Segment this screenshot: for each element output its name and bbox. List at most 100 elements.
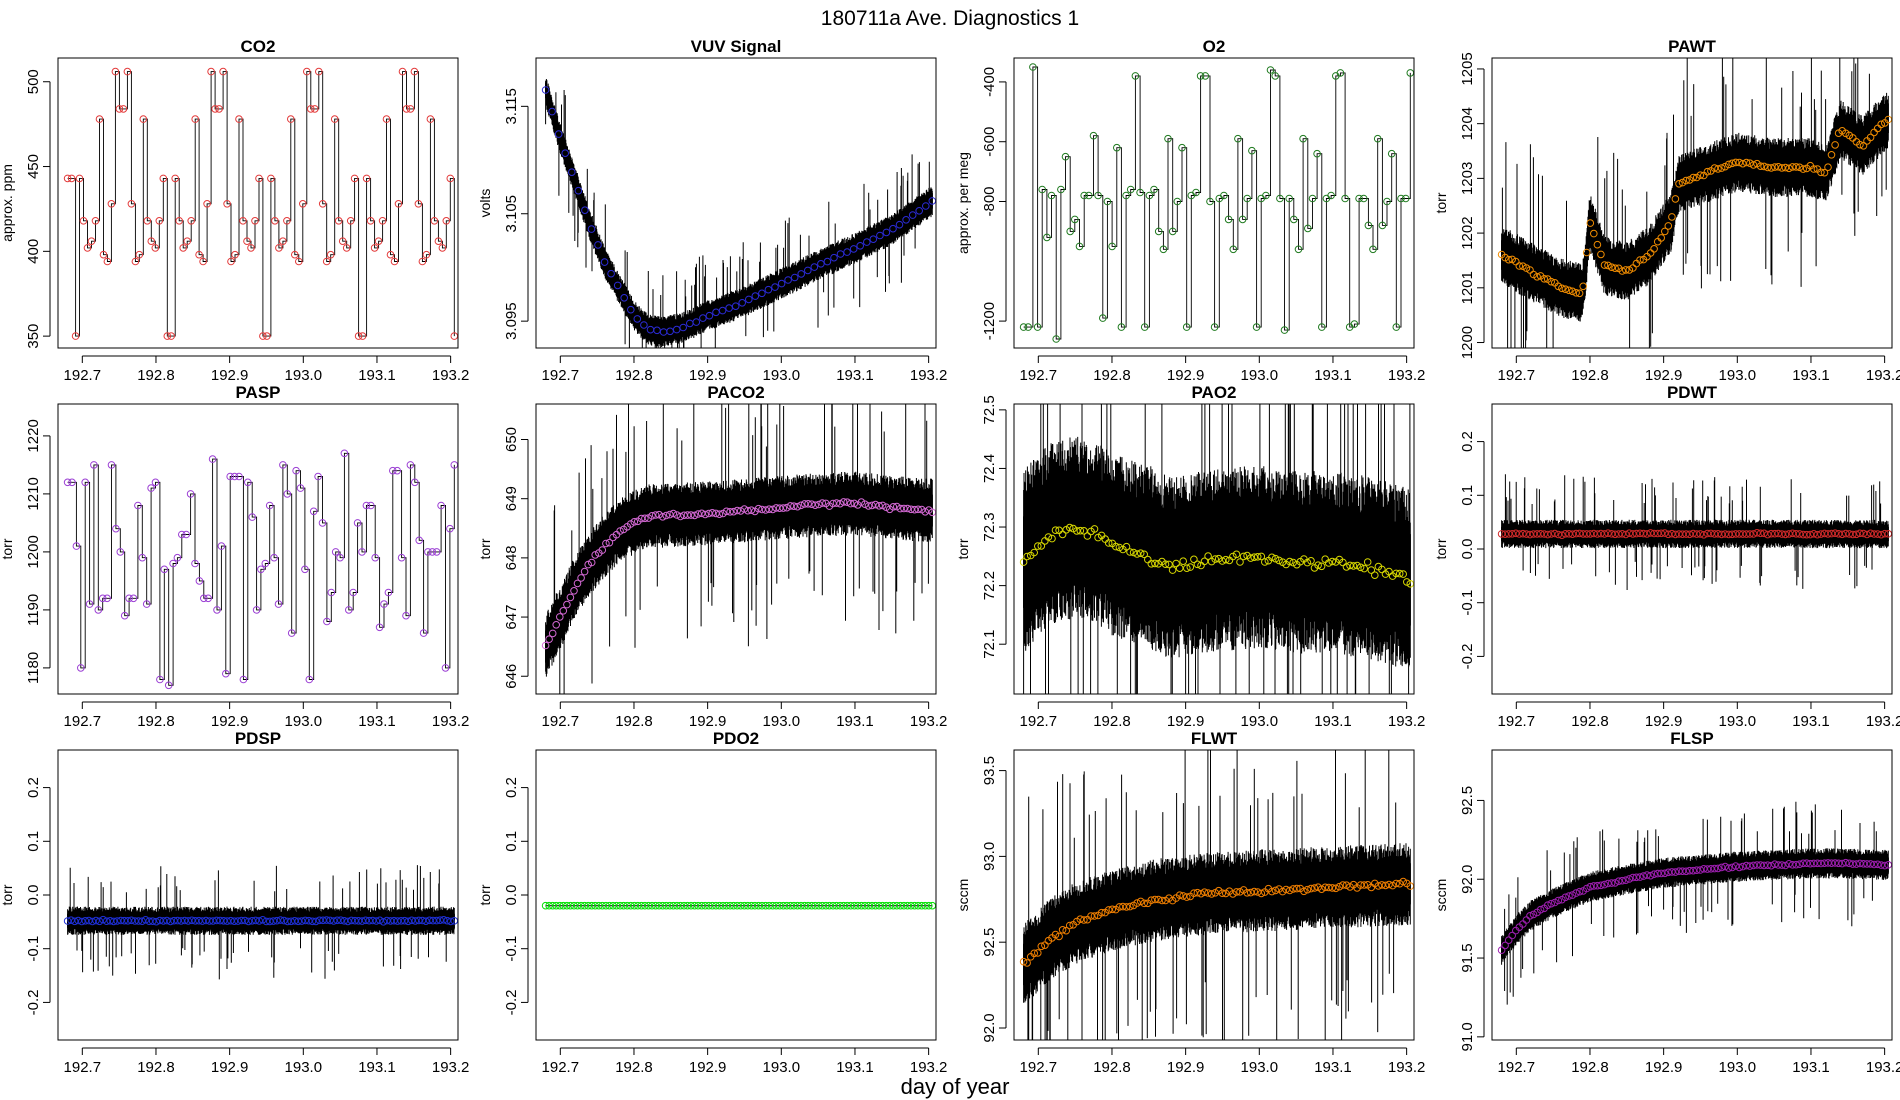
plot-frame-co2 [57, 57, 459, 349]
data-point [436, 916, 444, 925]
data-point [1030, 548, 1038, 557]
data-point [669, 509, 678, 518]
x-tick-label: 193.1 [1314, 713, 1352, 730]
x-tick-label: 193.2 [432, 713, 470, 730]
data-point [815, 901, 823, 910]
data-point [422, 250, 431, 259]
data-point [666, 901, 674, 910]
data-point [793, 502, 802, 511]
data-point [1572, 289, 1580, 297]
data-point [279, 461, 287, 469]
data-point [227, 257, 235, 266]
data-point [195, 577, 204, 585]
data-point [914, 505, 922, 514]
data-point [690, 901, 699, 910]
data-point [541, 641, 550, 650]
data-point [1159, 245, 1168, 254]
data-point [1685, 866, 1694, 875]
data-point [893, 901, 901, 910]
data-point [216, 916, 224, 925]
data-point [103, 594, 111, 603]
data-point [600, 258, 609, 266]
data-point [75, 174, 84, 183]
data-point [697, 509, 706, 518]
data-point [1756, 162, 1765, 170]
data-point [744, 901, 752, 910]
data-point [63, 478, 72, 487]
y-tick-label: 1220 [25, 419, 42, 452]
data-point [598, 901, 607, 910]
data-point [1568, 287, 1577, 296]
data-point [900, 504, 908, 513]
data-point [156, 916, 164, 925]
data-point [1877, 861, 1885, 869]
data-point [1622, 876, 1630, 885]
data-point [1824, 163, 1832, 171]
data-point [1075, 242, 1084, 251]
data-point [1877, 120, 1885, 129]
data-point [1611, 264, 1619, 273]
data-point [1756, 861, 1765, 869]
y-tick-label: 500 [25, 69, 42, 94]
data-point [1668, 529, 1676, 538]
y-tick-label: -800 [981, 186, 998, 216]
data-point [729, 507, 738, 516]
data-point [1066, 227, 1074, 236]
data-point [1866, 133, 1875, 142]
data-point [1820, 168, 1829, 177]
data-point [1058, 530, 1067, 539]
data-point [1593, 530, 1602, 538]
data-point [1349, 562, 1358, 570]
data-point [1604, 529, 1612, 538]
series-markers-paco2 [541, 498, 936, 650]
x-tick-label: 192.9 [689, 1059, 727, 1076]
data-point [103, 257, 112, 266]
x-tick-label: 193.0 [763, 1059, 801, 1076]
data-point [415, 916, 423, 925]
data-point [1303, 558, 1312, 567]
x-tick-label: 192.7 [1498, 713, 1536, 730]
data-point [1788, 163, 1797, 171]
x-tick-label: 193.2 [1866, 367, 1900, 384]
series-noise-pawt [1501, 58, 1889, 348]
data-point [1575, 289, 1584, 298]
data-point [1607, 530, 1616, 538]
data-point [437, 501, 445, 510]
data-point [1522, 264, 1531, 272]
data-point [1037, 942, 1046, 951]
data-point [109, 917, 118, 926]
data-point [1831, 141, 1839, 149]
data-point [1799, 165, 1807, 173]
data-point [1561, 893, 1570, 902]
data-point [362, 501, 371, 510]
data-point [446, 524, 454, 533]
data-point [679, 323, 688, 332]
data-point [215, 105, 223, 113]
x-tick-label: 193.2 [910, 1059, 948, 1076]
data-point [119, 105, 128, 113]
data-point [775, 504, 784, 513]
data-point [903, 504, 912, 513]
data-point [1076, 526, 1085, 535]
data-point [297, 917, 306, 925]
data-point [1636, 873, 1644, 881]
data-point [1179, 557, 1187, 566]
data-point [1579, 530, 1587, 538]
data-point [1229, 890, 1237, 898]
data-point [171, 174, 179, 183]
y-tick-label: 1205 [1459, 52, 1476, 85]
data-point [1140, 323, 1149, 331]
data-point [1033, 323, 1042, 331]
data-point [1246, 554, 1255, 562]
data-point [552, 621, 561, 629]
data-point [337, 916, 345, 925]
data-point [1781, 163, 1790, 172]
data-point [1126, 902, 1134, 911]
data-point [1692, 530, 1701, 538]
data-point [595, 901, 603, 910]
data-point [329, 917, 338, 925]
data-point [143, 217, 152, 225]
data-point [411, 478, 419, 487]
panel-title-vuv: VUV Signal [691, 37, 782, 56]
data-point [1834, 859, 1843, 868]
